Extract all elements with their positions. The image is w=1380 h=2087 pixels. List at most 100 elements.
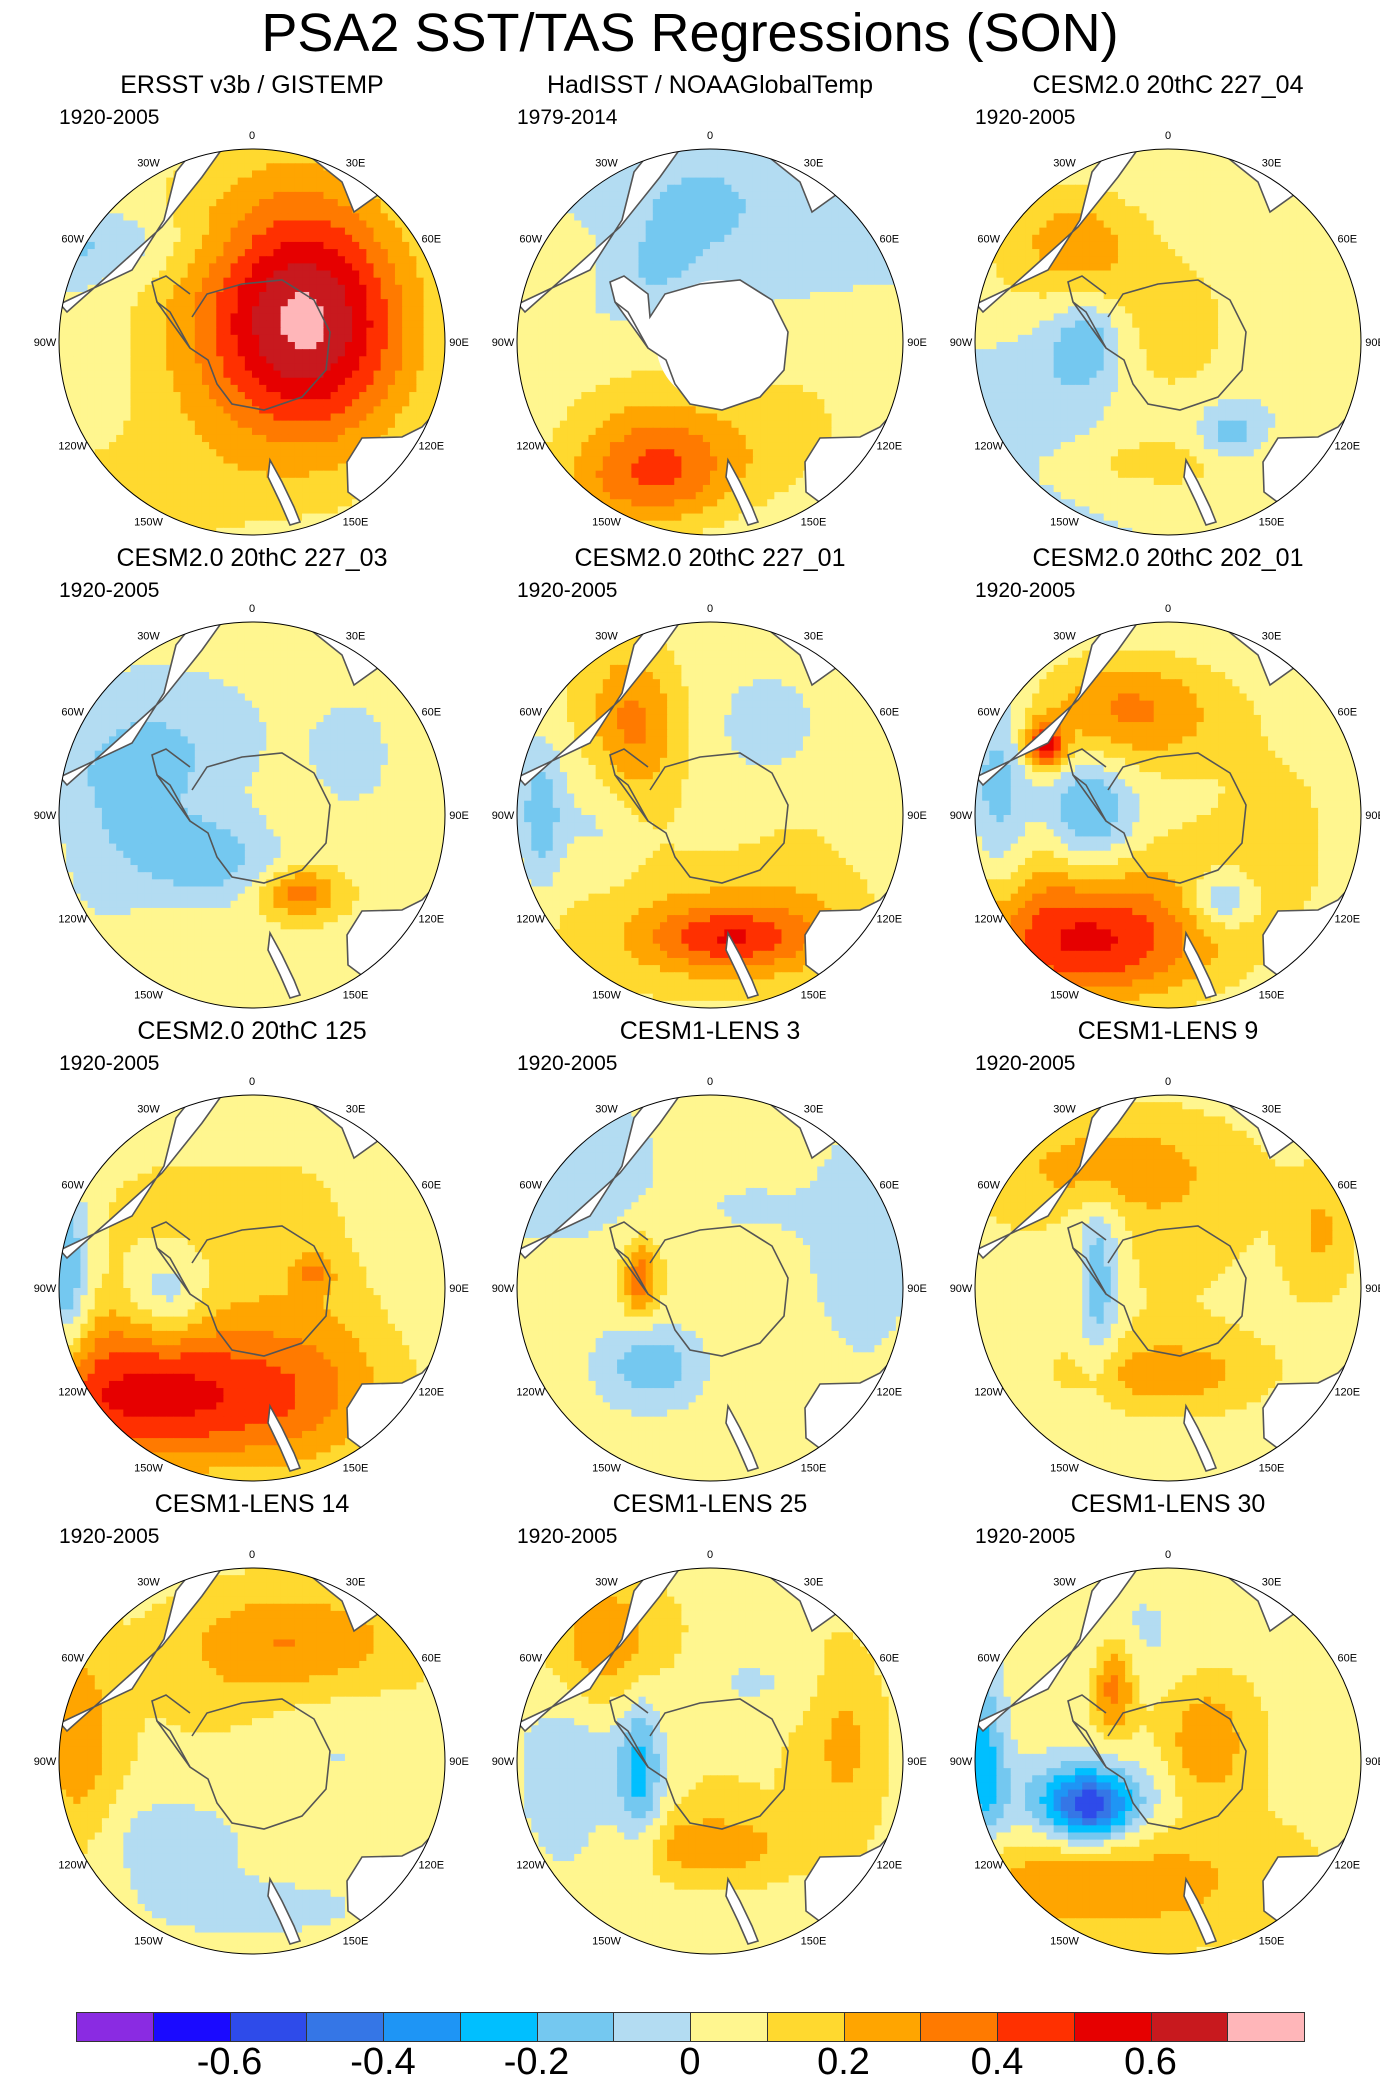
field-cell	[638, 413, 647, 422]
field-cell	[745, 241, 754, 250]
field-cell	[645, 149, 654, 157]
field-cell	[109, 284, 117, 293]
field-cell	[394, 527, 403, 535]
field-cell	[624, 377, 632, 386]
field-cell	[94, 342, 103, 350]
field-cell	[337, 263, 346, 272]
field-cell	[237, 399, 246, 407]
field-cell	[59, 463, 67, 472]
field-cell	[66, 206, 74, 214]
field-cell	[416, 527, 425, 535]
field-cell	[574, 163, 582, 172]
field-cell	[344, 499, 353, 508]
field-cell	[173, 449, 182, 457]
field-cell	[888, 291, 897, 300]
field-cell	[266, 434, 275, 443]
field-cell	[123, 527, 132, 535]
field-cell	[209, 384, 217, 393]
field-cell	[631, 334, 640, 343]
field-cell	[874, 349, 883, 357]
field-cell	[366, 299, 375, 307]
field-cell	[66, 342, 74, 350]
field-cell	[330, 327, 339, 336]
field-cell	[567, 370, 575, 379]
field-cell	[545, 213, 554, 222]
field-cell	[373, 177, 382, 186]
field-cell	[316, 477, 325, 486]
field-cell	[710, 270, 718, 279]
field-cell	[788, 256, 797, 264]
field-cell	[316, 277, 325, 286]
field-cell	[617, 349, 625, 357]
field-cell	[688, 220, 697, 229]
field-cell	[180, 434, 189, 443]
field-cell	[567, 256, 575, 264]
field-cell	[159, 463, 167, 472]
field-cell	[738, 149, 747, 157]
field-cell	[309, 513, 317, 522]
field-cell	[316, 342, 325, 350]
field-cell	[280, 199, 289, 207]
field-cell	[394, 320, 403, 329]
field-cell	[244, 363, 253, 372]
field-cell	[387, 492, 396, 500]
field-cell	[394, 277, 403, 286]
field-cell	[767, 220, 775, 229]
field-cell	[581, 213, 590, 222]
field-cell	[874, 363, 883, 372]
field-cell	[187, 363, 196, 372]
field-cell	[609, 177, 618, 186]
field-cell	[767, 149, 775, 157]
field-cell	[831, 199, 840, 207]
field-cell	[166, 184, 174, 193]
field-cell	[409, 377, 418, 386]
field-cell	[287, 349, 296, 357]
field-cell	[259, 442, 267, 450]
field-cell	[423, 184, 432, 193]
field-cell	[352, 392, 360, 400]
field-cell	[402, 284, 410, 293]
field-cell	[387, 370, 396, 379]
field-cell	[294, 470, 303, 479]
field-cell	[517, 320, 525, 329]
field-cell	[137, 384, 146, 393]
field-cell	[402, 277, 410, 286]
field-cell	[130, 499, 139, 508]
field-cell	[137, 477, 146, 486]
field-cell	[130, 363, 139, 372]
field-cell	[531, 370, 540, 379]
field-cell	[617, 399, 625, 407]
field-cell	[402, 320, 410, 329]
field-cell	[710, 149, 718, 157]
field-cell	[109, 342, 117, 350]
field-cell	[860, 349, 868, 357]
field-cell	[330, 227, 339, 236]
field-cell	[180, 220, 189, 229]
field-cell	[652, 241, 661, 250]
field-cell	[874, 370, 883, 379]
field-cell	[752, 220, 761, 229]
field-cell	[302, 492, 310, 500]
field-cell	[423, 384, 432, 393]
field-cell	[667, 399, 675, 407]
field-cell	[80, 213, 89, 222]
field-cell	[201, 177, 210, 186]
field-cell	[80, 470, 89, 479]
field-cell	[731, 149, 740, 157]
field-cell	[409, 270, 418, 279]
field-cell	[173, 399, 182, 407]
field-cell	[702, 256, 711, 264]
field-cell	[394, 484, 403, 493]
field-cell	[659, 184, 668, 193]
field-cell	[259, 177, 267, 186]
field-cell	[609, 399, 618, 407]
field-cell	[545, 313, 554, 322]
field-cell	[795, 156, 804, 164]
field-cell	[552, 349, 561, 357]
field-cell	[574, 384, 582, 393]
field-cell	[244, 427, 253, 436]
field-cell	[166, 499, 174, 508]
field-cell	[745, 413, 754, 422]
field-cell	[380, 484, 389, 493]
field-cell	[323, 434, 332, 443]
